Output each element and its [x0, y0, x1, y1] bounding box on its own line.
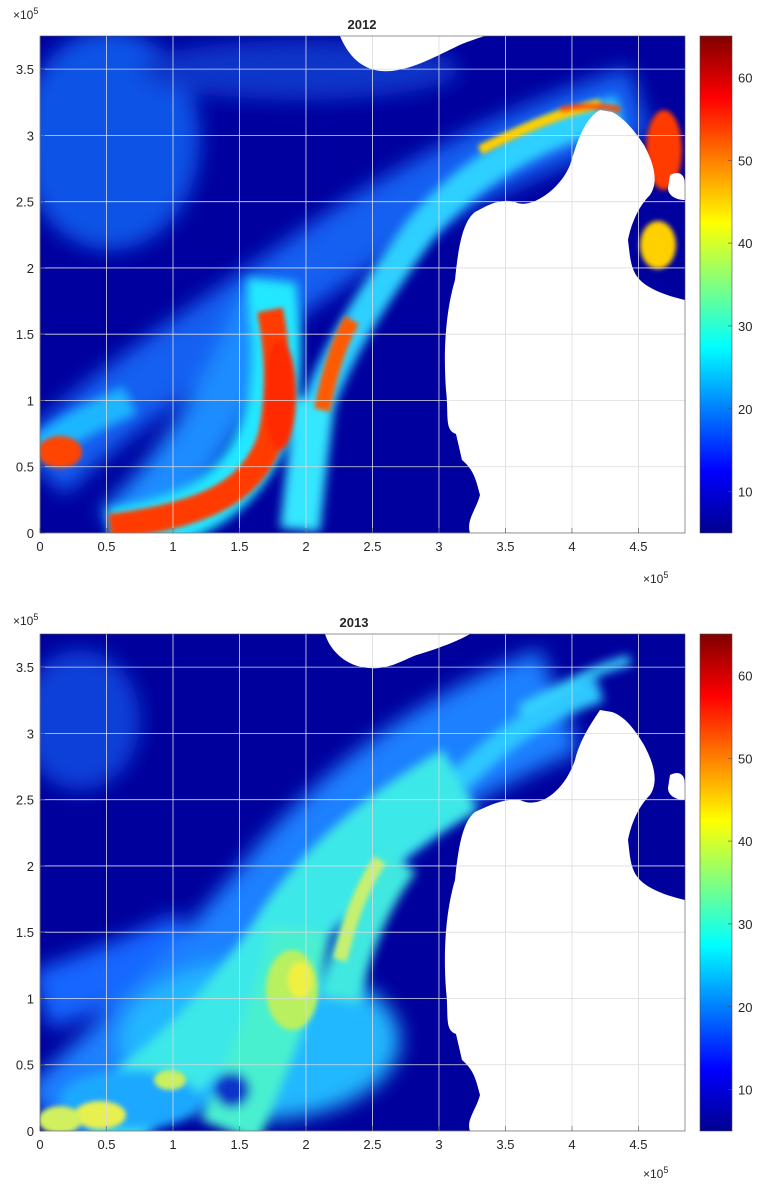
- colorbar-tick-label: 40: [738, 236, 752, 251]
- y-tick-label: 2.5: [16, 195, 34, 210]
- y-tick-label: 0.5: [16, 460, 34, 475]
- colorbar-tick-label: 30: [738, 319, 752, 334]
- colorbar-tick-label: 20: [738, 1000, 752, 1015]
- x-tick-label: 2.5: [363, 1137, 381, 1152]
- y-axis-multiplier-2012: ×105: [13, 6, 38, 22]
- y-tick-label: 1.5: [16, 327, 34, 342]
- y-tick-labels-2013: 0 0.5 1 1.5 2 2.5 3 3.5: [16, 660, 45, 1139]
- land-east-2013: [444, 710, 685, 1131]
- x-tick-label: 1.5: [230, 1137, 248, 1152]
- x-tick-label: 1: [169, 1137, 176, 1152]
- colorbar-tick-label: 50: [738, 153, 752, 168]
- panel-2013: 2013 0 0.5 1 1.5 2 2.5 3 3.5 4 4.5 0 0.5 1 1.5 2 2.5 3 3…: [13, 612, 752, 1181]
- x-tick-label: 1: [169, 539, 176, 554]
- x-axis-multiplier-2012: ×105: [643, 570, 668, 586]
- x-tick-label: 3: [435, 539, 442, 554]
- x-tick-labels-2013: 0 0.5 1 1.5 2 2.5 3 3.5 4 4.5: [36, 1126, 647, 1152]
- y-tick-label: 3: [27, 726, 34, 741]
- x-axis-multiplier-2013: ×105: [643, 1165, 668, 1181]
- y-tick-label: 1: [27, 393, 34, 408]
- colorbar-tick-label: 10: [738, 1083, 752, 1098]
- x-tick-label: 4.5: [629, 1137, 647, 1152]
- panel-2012: 2012 0 0.5 1 1.5 2 2.5 3 3.5 4 4.5 0 0.5 1 1.5 2 2.5 3 3…: [13, 6, 752, 586]
- land-north-2013: [325, 634, 470, 669]
- x-tick-label: 0.5: [97, 1137, 115, 1152]
- x-tick-label: 4: [568, 539, 575, 554]
- x-tick-label: 2: [302, 539, 309, 554]
- y-axis-multiplier-2013: ×105: [13, 612, 38, 628]
- grid-2013: [40, 634, 685, 1131]
- y-tick-label: 1: [27, 991, 34, 1006]
- x-tick-label: 3.5: [496, 1137, 514, 1152]
- y-tick-label: 2.5: [16, 793, 34, 808]
- x-tick-label: 2: [302, 1137, 309, 1152]
- y-tick-label: 0: [27, 526, 34, 541]
- y-tick-label: 3.5: [16, 62, 34, 77]
- heatmap-2013: [40, 634, 685, 1131]
- x-tick-label: 1.5: [230, 539, 248, 554]
- y-tick-label: 2: [27, 261, 34, 276]
- colorbar-tick-label: 10: [738, 485, 752, 500]
- heatmap-2012: [40, 36, 685, 533]
- land-east-2012: [444, 110, 685, 533]
- grid-2012: [40, 36, 685, 533]
- x-tick-label: 4: [568, 1137, 575, 1152]
- colorbar-tick-label: 50: [738, 751, 752, 766]
- x-tick-label: 0: [36, 1137, 43, 1152]
- colorbar-2013: 10 20 30 40 50 60: [699, 633, 752, 1132]
- x-tick-label: 3.5: [496, 539, 514, 554]
- y-tick-label: 3.5: [16, 660, 34, 675]
- y-tick-label: 0.5: [16, 1058, 34, 1073]
- y-tick-labels-2012: 0 0.5 1 1.5 2 2.5 3 3.5: [16, 62, 45, 541]
- x-tick-labels-2012: 0 0.5 1 1.5 2 2.5 3 3.5 4 4.5: [36, 528, 647, 554]
- colorbar-tick-label: 60: [738, 668, 752, 683]
- colorbar-tick-label: 40: [738, 834, 752, 849]
- y-tick-label: 0: [27, 1124, 34, 1139]
- chart-title-2012: 2012: [348, 17, 377, 32]
- land-north-2012: [340, 36, 486, 72]
- x-tick-label: 4.5: [629, 539, 647, 554]
- y-tick-label: 3: [27, 128, 34, 143]
- x-tick-label: 0.5: [97, 539, 115, 554]
- colorbar-2012: 10 20 30 40 50 60: [699, 35, 752, 534]
- colorbar-tick-label: 20: [738, 402, 752, 417]
- chart-title-2013: 2013: [340, 615, 369, 630]
- y-tick-label: 2: [27, 859, 34, 874]
- x-tick-label: 0: [36, 539, 43, 554]
- colorbar-tick-label: 30: [738, 917, 752, 932]
- y-tick-label: 1.5: [16, 925, 34, 940]
- colorbar-tick-label: 60: [738, 70, 752, 85]
- x-tick-label: 2.5: [363, 539, 381, 554]
- x-tick-label: 3: [435, 1137, 442, 1152]
